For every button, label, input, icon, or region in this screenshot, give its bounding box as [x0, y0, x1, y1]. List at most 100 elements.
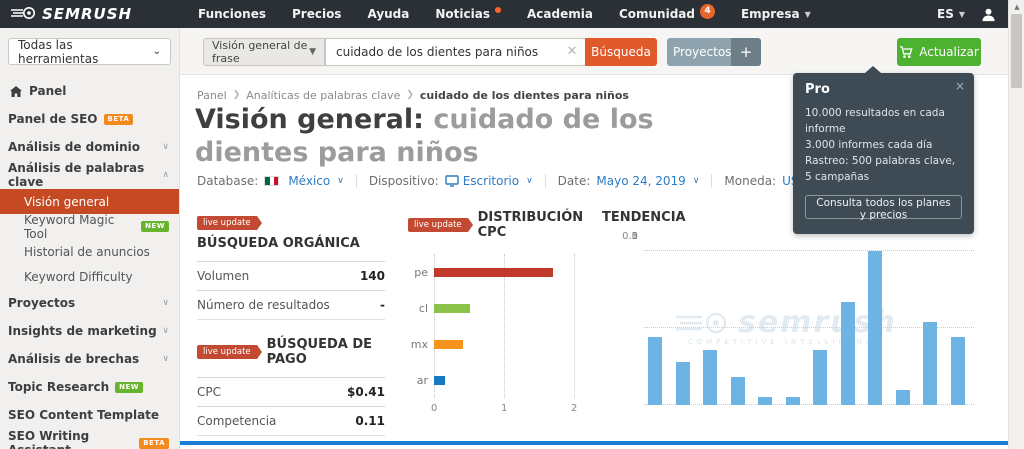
- sidebar-item-seo-content-template[interactable]: SEO Content Template: [0, 401, 179, 429]
- sidebar-menu: Panel Panel de SEO BETA Análisis de dominio…: [0, 77, 179, 449]
- trend-bar[interactable]: [785, 397, 800, 405]
- user-profile-icon[interactable]: [981, 7, 996, 22]
- sidebar-item-label: Insights de marketing: [8, 324, 157, 338]
- chevron-down-icon: ▼: [309, 47, 316, 57]
- cpc-bar-row: cl: [419, 302, 471, 315]
- plans-pricing-button[interactable]: Consulta todos los planes y precios: [805, 195, 962, 221]
- metric-value: 140: [355, 261, 385, 291]
- breadcrumb-item[interactable]: Analíticas de palabras clave: [246, 89, 401, 102]
- cpc-bar[interactable]: [434, 376, 445, 385]
- live-update-badge: live update: [408, 218, 473, 232]
- nav-item-funciones[interactable]: Funciones: [185, 0, 279, 28]
- sidebar-item-panel[interactable]: Panel: [0, 77, 179, 105]
- metric-row: Competencia 0.11: [197, 406, 385, 436]
- chevron-down-icon: ∨: [337, 176, 344, 186]
- filter-date[interactable]: Date: Mayo 24, 2019 ∨: [558, 174, 713, 188]
- search-metrics-column: live update BÚSQUEDA ORGÁNICA Volumen 140…: [197, 210, 385, 436]
- projects-button[interactable]: Proyectos: [667, 38, 731, 66]
- cpc-bar[interactable]: [434, 268, 553, 277]
- grid-line: [644, 327, 974, 328]
- chevron-down-icon: ∨: [162, 354, 169, 364]
- trend-bar[interactable]: [758, 397, 772, 405]
- filter-database[interactable]: Database: México ∨: [197, 174, 357, 188]
- breadcrumb-item[interactable]: Panel: [197, 89, 227, 102]
- trend-bar[interactable]: [840, 301, 855, 405]
- scrollbar-thumb[interactable]: [1011, 14, 1022, 88]
- sidebar-item-label: Análisis de palabras clave: [8, 161, 145, 189]
- nav-item-noticias[interactable]: Noticias: [422, 0, 514, 28]
- nav-item-precios[interactable]: Precios: [279, 0, 354, 28]
- filter-value-text: México: [288, 174, 331, 188]
- sidebar-item-keyword-magic-tool[interactable]: Keyword Magic Tool NEW: [0, 212, 179, 241]
- breadcrumb-item: cuidado de los dientes para niños: [419, 89, 629, 102]
- sidebar-item-label: Historial de anuncios: [24, 244, 150, 259]
- breadcrumb-separator: ❯: [232, 90, 241, 100]
- sidebar-item-label: Panel: [29, 84, 67, 98]
- organic-search-title: BÚSQUEDA ORGÁNICA: [197, 236, 360, 251]
- filter-dispositivo[interactable]: Dispositivo: Escritorio ∨: [369, 174, 546, 188]
- cpc-bar[interactable]: [434, 304, 471, 313]
- metric-value: $0.41: [324, 377, 385, 407]
- add-project-button[interactable]: +: [731, 38, 761, 66]
- filter-value-text: Mayo 24, 2019: [596, 174, 686, 188]
- sidebar-item-historial-de-anuncios[interactable]: Historial de anuncios: [0, 239, 179, 264]
- search-mode-label: Visión general de frase: [212, 39, 308, 65]
- sidebar-item-proyectos[interactable]: Proyectos ∨: [0, 289, 179, 317]
- search-input[interactable]: [325, 38, 585, 66]
- beta-badge: BETA: [103, 113, 134, 125]
- trend-bar[interactable]: [675, 361, 690, 405]
- y-tick-label: 0.5: [622, 231, 638, 242]
- sidebar-item-label: Topic Research: [8, 380, 110, 394]
- top-nav-menu: Funciones Precios Ayuda Noticias Academia Com…: [185, 0, 824, 28]
- sidebar-item-panel-de-seo[interactable]: Panel de SEO BETA: [0, 105, 179, 133]
- trend-bar[interactable]: [813, 349, 827, 405]
- trend-bar[interactable]: [950, 337, 965, 405]
- trend-bar[interactable]: [923, 321, 937, 405]
- nav-item-ayuda[interactable]: Ayuda: [354, 0, 422, 28]
- cpc-bar[interactable]: [434, 340, 464, 349]
- semrush-logo[interactable]: SEMRUSH: [10, 5, 175, 24]
- sidebar-item-label: Keyword Magic Tool: [24, 212, 115, 241]
- close-icon[interactable]: ×: [954, 79, 965, 93]
- trend-bar[interactable]: [730, 377, 745, 405]
- sidebar-item-an-lisis-de-brechas[interactable]: Análisis de brechas ∨: [0, 345, 179, 373]
- section-divider: [180, 441, 1008, 445]
- sidebar-item-an-lisis-de-palabras-clave[interactable]: Análisis de palabras clave ∧: [0, 161, 179, 189]
- sidebar-item-an-lisis-de-dominio[interactable]: Análisis de dominio ∨: [0, 133, 179, 161]
- trend-bar[interactable]: [648, 337, 662, 405]
- search-bar-row: Visión general de frase ▼ ✕ Búsqueda Pro…: [180, 28, 1024, 75]
- language-selector[interactable]: ES ▼: [937, 7, 965, 21]
- grid-line: [434, 254, 435, 398]
- sidebar-item-topic-research[interactable]: Topic Research NEW: [0, 373, 179, 401]
- cpc-bar-row: ar: [417, 374, 445, 387]
- watermark-swoosh-icon: [676, 312, 727, 333]
- breadcrumb-separator: ❯: [406, 90, 414, 100]
- nav-item-label: Precios: [291, 7, 342, 21]
- trend-chart: semrush COMPETITIVE INTELLIGENCE 0 0.5 1: [622, 231, 974, 409]
- trend-bar[interactable]: [703, 349, 717, 405]
- filter-value: México ∨: [264, 174, 344, 188]
- chevron-down-icon: ⌄: [152, 46, 161, 57]
- nav-item-academia[interactable]: Academia: [514, 0, 606, 28]
- nav-item-empresa[interactable]: Empresa ▼: [728, 0, 824, 28]
- search-button[interactable]: Búsqueda: [585, 38, 657, 66]
- update-plan-button[interactable]: Actualizar: [897, 38, 981, 66]
- vertical-scrollbar[interactable]: ▲: [1008, 0, 1024, 449]
- metric-value: -: [355, 290, 385, 320]
- semrush-watermark: semrush COMPETITIVE INTELLIGENCE: [674, 305, 897, 346]
- sidebar-item-insights-de-marketing[interactable]: Insights de marketing ∨: [0, 317, 179, 345]
- nav-item-label: Academia: [526, 7, 593, 21]
- all-tools-dropdown[interactable]: Todas las herramientas ⌄: [8, 38, 171, 66]
- scroll-up-arrow-icon[interactable]: ▲: [1014, 3, 1020, 11]
- chevron-down-icon: ∨: [526, 176, 533, 186]
- sidebar-item-keyword-difficulty[interactable]: Keyword Difficulty: [0, 264, 179, 289]
- sidebar-item-label: Keyword Difficulty: [24, 269, 133, 284]
- trend-bar[interactable]: [895, 389, 910, 405]
- nav-item-comunidad[interactable]: Comunidad 4: [606, 0, 728, 28]
- trend-bar[interactable]: [868, 251, 882, 405]
- search-mode-dropdown[interactable]: Visión general de frase ▼: [203, 38, 325, 66]
- sidebar-item-visi-n-general[interactable]: Visión general: [0, 189, 179, 214]
- sidebar-item-seo-writing-assistant[interactable]: SEO Writing Assistant BETA: [0, 429, 179, 449]
- clear-search-icon[interactable]: ✕: [566, 44, 578, 59]
- language-label: ES: [937, 7, 954, 21]
